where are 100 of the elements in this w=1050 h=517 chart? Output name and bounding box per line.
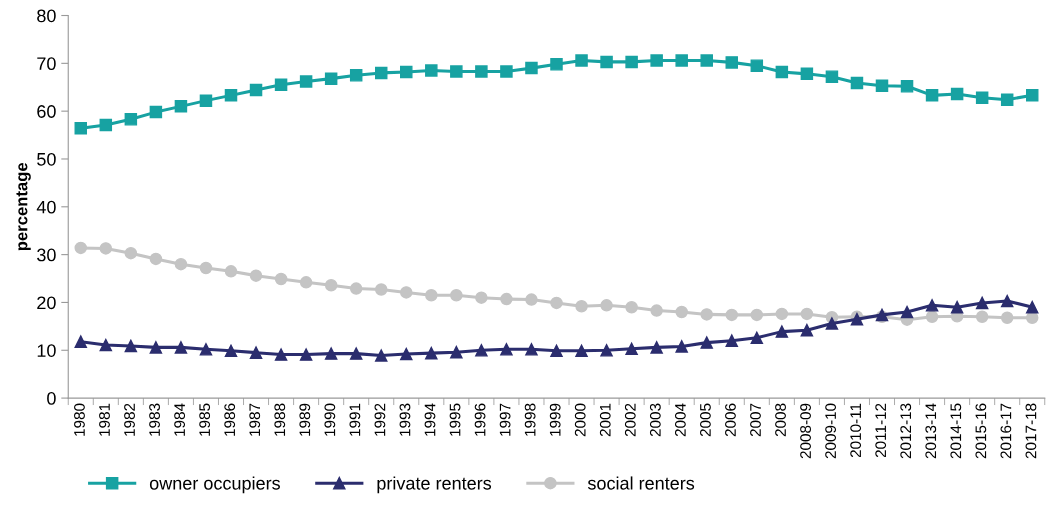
point <box>450 289 463 302</box>
point <box>299 348 313 361</box>
x-tick-label: 1992 <box>374 403 386 436</box>
point <box>950 300 964 314</box>
point <box>500 65 513 78</box>
point <box>274 348 288 361</box>
point <box>1000 93 1014 106</box>
y-tick-label: 40 <box>36 200 56 214</box>
y-axis-title: percentage <box>16 162 31 251</box>
point <box>700 54 713 67</box>
y-tick-label: 50 <box>37 152 56 166</box>
point <box>625 55 638 69</box>
point <box>575 54 588 67</box>
point <box>475 65 488 78</box>
point <box>1025 89 1039 102</box>
point <box>525 293 538 306</box>
point <box>950 87 964 101</box>
x-tick-label: 2006 <box>725 403 736 437</box>
x-tick-label: 2011-12 <box>875 403 887 458</box>
point <box>124 113 138 126</box>
y-tick-label: 60 <box>37 105 56 118</box>
point <box>224 89 238 102</box>
point <box>400 286 413 299</box>
point <box>374 283 388 296</box>
point <box>274 78 288 92</box>
point <box>450 65 463 78</box>
point <box>324 347 338 360</box>
point <box>525 61 538 75</box>
point <box>224 265 238 278</box>
point <box>925 299 939 312</box>
x-tick-label: 1997 <box>499 403 511 436</box>
point <box>825 70 839 83</box>
x-tick-label: 2016-17 <box>1000 403 1012 459</box>
point <box>149 341 163 354</box>
point <box>625 300 638 314</box>
point <box>575 300 588 313</box>
x-tick-label: 2017-18 <box>1025 403 1037 459</box>
x-tick-label: 2003 <box>649 403 661 437</box>
x-tick-label: 1993 <box>399 403 411 436</box>
point <box>199 94 213 107</box>
point <box>99 118 113 132</box>
x-tick-label: 1998 <box>524 403 536 436</box>
point <box>199 261 213 275</box>
y-tick-label: 0 <box>47 392 56 405</box>
point <box>149 252 163 266</box>
x-tick-label: 1996 <box>474 403 486 436</box>
point <box>800 323 814 337</box>
x-tick-label: 1999 <box>549 403 561 436</box>
x-tick-label: 2008 <box>775 403 786 437</box>
legend-label: owner occupiers <box>149 476 280 494</box>
x-tick-label: 1983 <box>149 403 160 436</box>
point <box>400 347 413 361</box>
point <box>149 105 163 119</box>
point <box>425 64 438 77</box>
point <box>525 343 538 356</box>
y-tick-label: 80 <box>37 9 56 23</box>
point <box>850 76 864 90</box>
x-tick-label: 1982 <box>124 403 135 436</box>
point <box>224 344 238 357</box>
point <box>925 310 939 324</box>
point <box>74 335 88 348</box>
x-tick-label: 2012-13 <box>900 403 912 459</box>
point <box>725 308 739 322</box>
x-tick-label: 2008-09 <box>800 403 811 459</box>
point <box>400 65 413 79</box>
point <box>349 69 363 82</box>
point <box>725 334 739 347</box>
point <box>750 308 764 322</box>
point <box>249 269 263 282</box>
point <box>450 345 463 359</box>
point <box>550 58 563 71</box>
x-tick-label: 1987 <box>249 403 261 436</box>
point <box>99 338 113 352</box>
point <box>750 59 764 72</box>
point <box>600 344 613 357</box>
point <box>249 346 263 359</box>
point <box>550 344 563 357</box>
x-tick-label: 2014-15 <box>950 403 962 459</box>
x-tick-label: 2002 <box>624 403 636 437</box>
point <box>324 72 338 85</box>
point <box>174 341 188 354</box>
point <box>675 340 688 353</box>
x-tick-label: 1990 <box>324 403 336 436</box>
point <box>575 344 588 357</box>
y-tick-label: 10 <box>37 344 56 357</box>
x-tick-label: 1981 <box>99 403 110 436</box>
x-tick-label: 2009-10 <box>825 403 837 459</box>
point <box>975 296 989 310</box>
point <box>124 246 138 260</box>
point <box>74 122 88 135</box>
point <box>900 305 914 319</box>
point <box>475 291 488 304</box>
point <box>650 304 663 317</box>
point <box>1000 294 1014 308</box>
point <box>800 67 814 81</box>
point <box>700 308 713 321</box>
point <box>600 55 613 69</box>
x-tick-label: 2013-14 <box>925 403 937 459</box>
x-tick-label: 2007 <box>750 403 761 437</box>
point <box>500 343 513 356</box>
